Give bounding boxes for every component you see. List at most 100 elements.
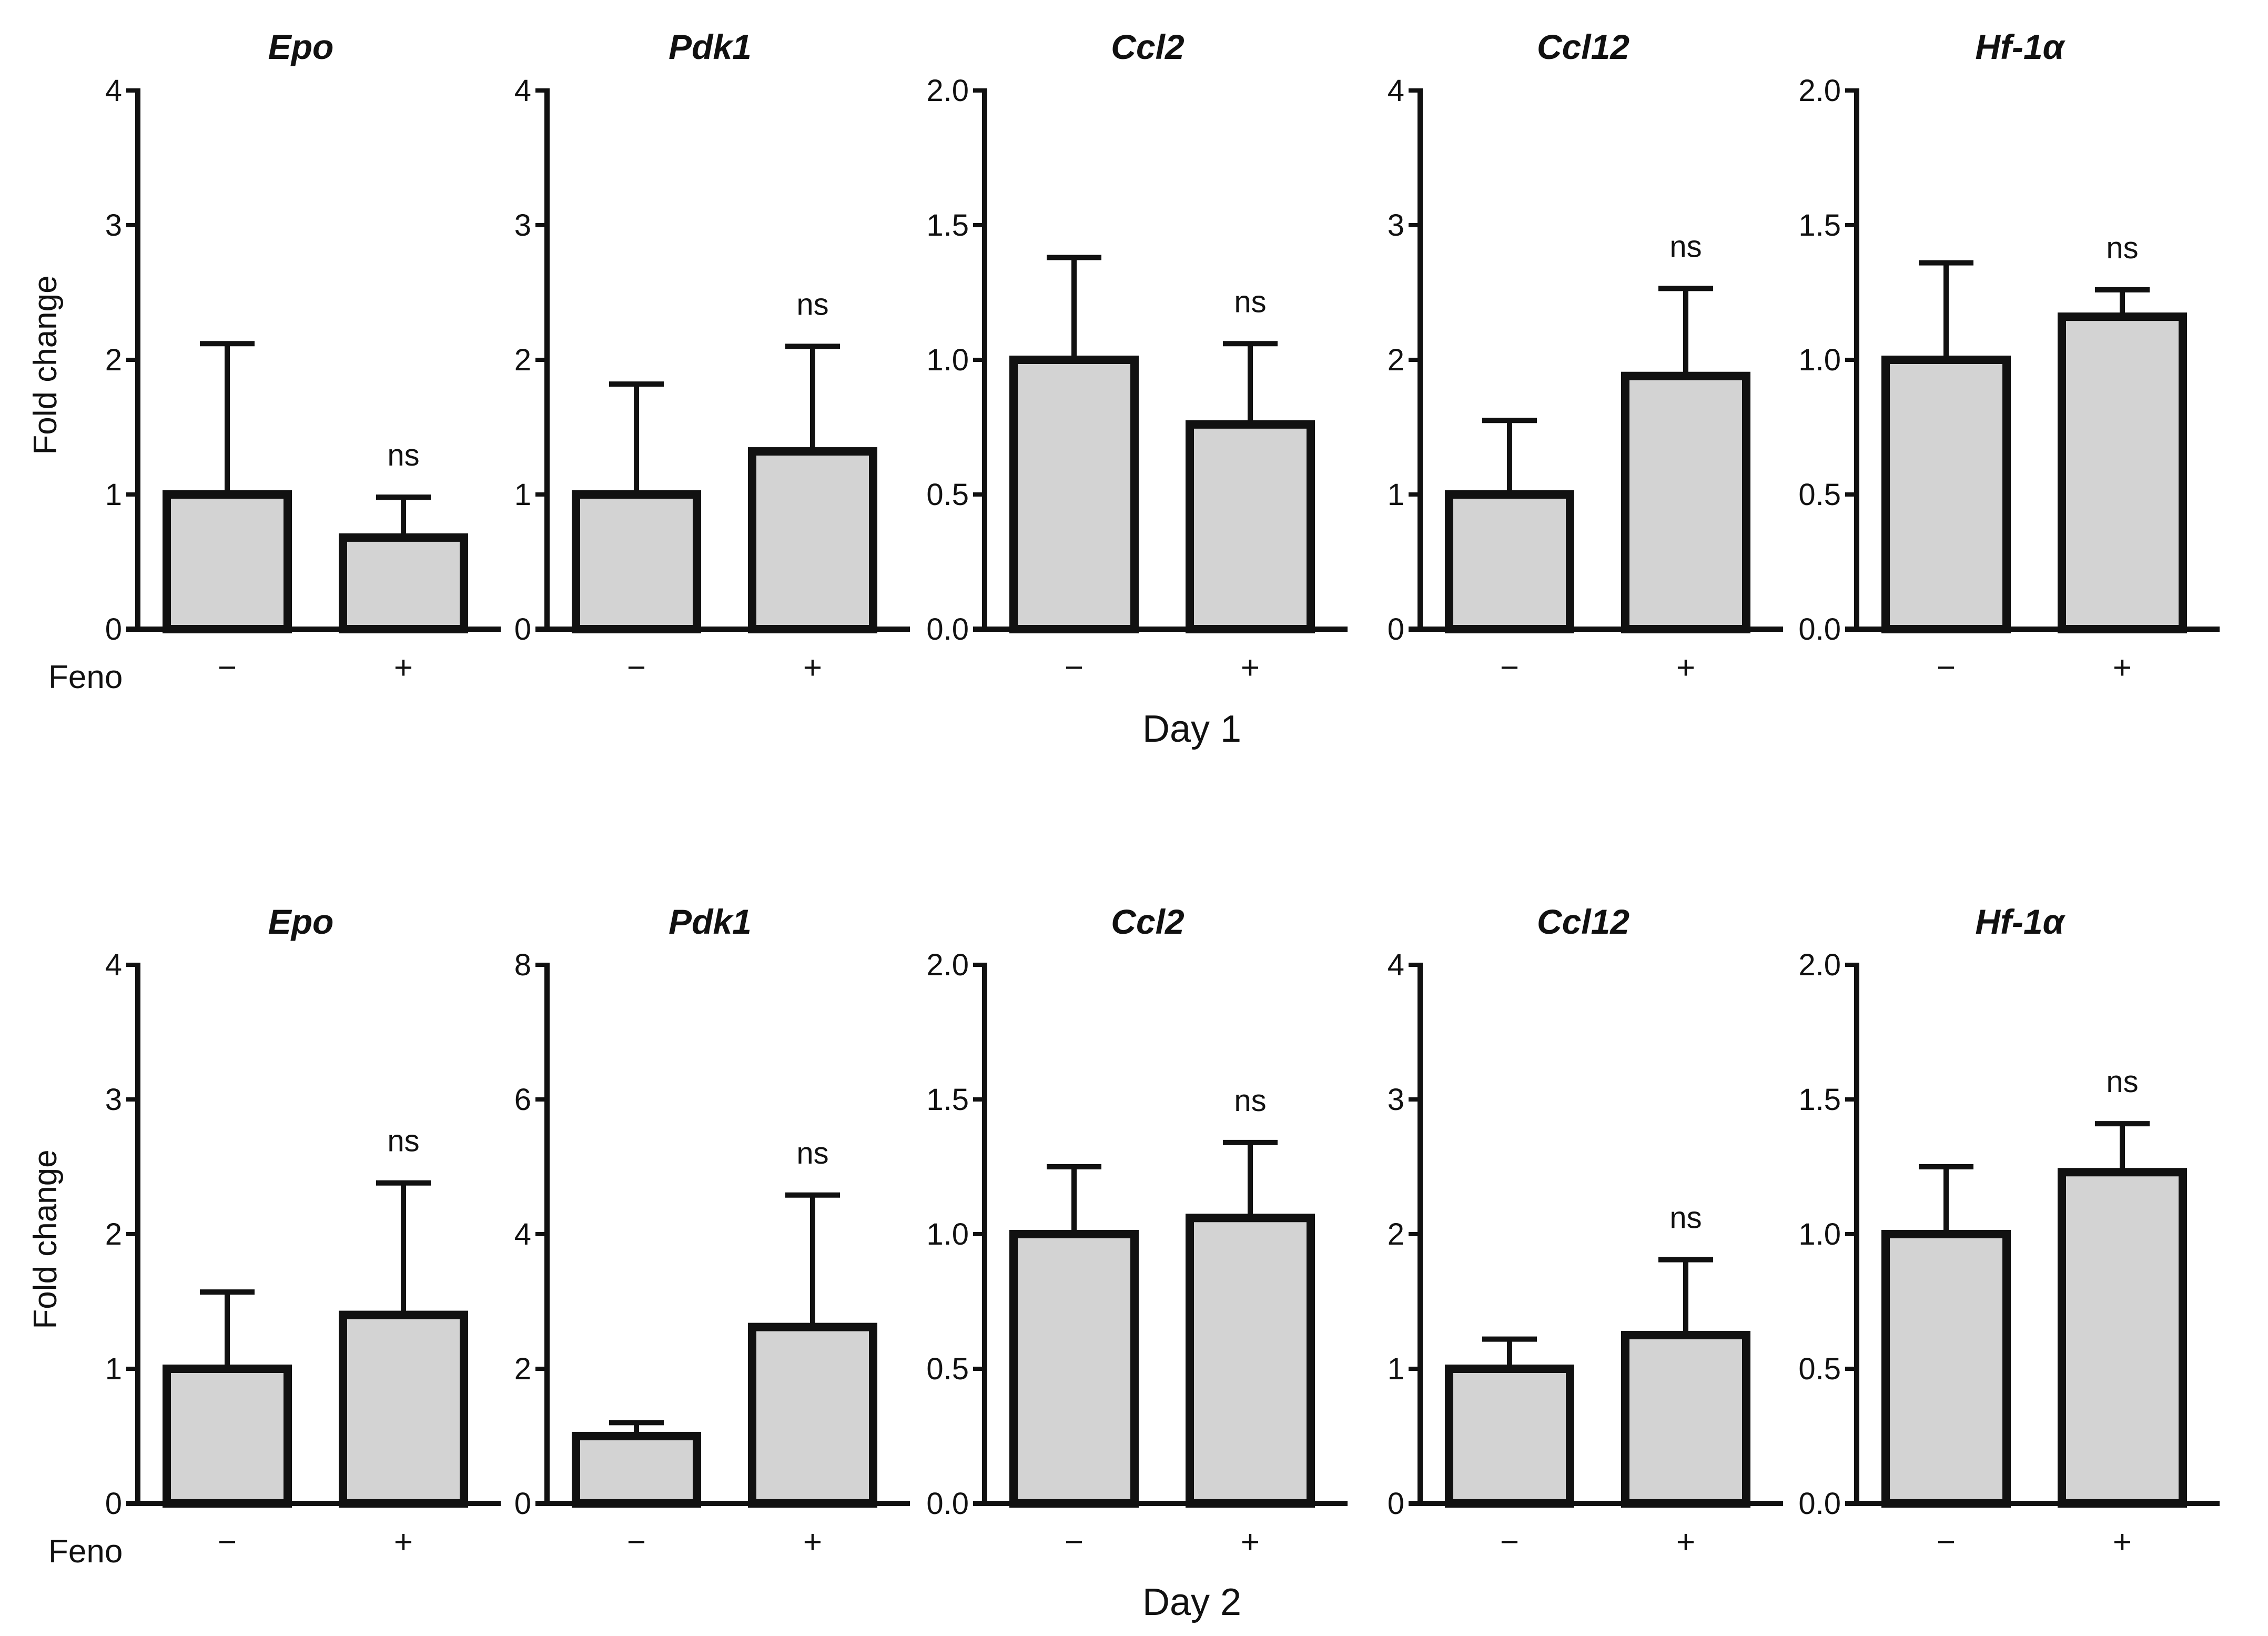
panel-title: Epo (268, 902, 334, 941)
panel-title: Hf-1α (1975, 902, 2066, 941)
y-tick-label: 1.5 (926, 208, 969, 243)
x-category-label: − (627, 1524, 646, 1560)
bar-plus (1186, 1214, 1315, 1508)
y-tick-label: 1 (105, 478, 122, 512)
y-tick-label: 0 (514, 612, 531, 647)
x-category-label: + (803, 1524, 822, 1560)
y-tick-label: 1.0 (926, 343, 969, 377)
y-tick-label: 1.5 (1798, 208, 1841, 243)
bar-minus (572, 490, 701, 633)
y-tick-label: 4 (514, 74, 531, 108)
panel-day-1-pdk1: Pdk1 0 1 2 3 4 − + ns (514, 27, 910, 686)
significance-label: ns (1669, 1201, 1702, 1235)
panel-title: Pdk1 (669, 27, 752, 66)
y-tick-label: 1.5 (1798, 1083, 1841, 1117)
y-tick-label: 4 (105, 74, 122, 108)
bar-minus (1009, 1230, 1139, 1508)
y-tick-label: 1 (1388, 478, 1404, 512)
y-tick-label: 0.0 (1798, 1487, 1841, 1521)
significance-label: ns (387, 438, 419, 472)
y-tick-label: 2 (105, 1217, 122, 1251)
bar-plus (1621, 1331, 1750, 1508)
y-tick-label: 2.0 (1798, 74, 1841, 108)
treatment-label: Feno (48, 659, 123, 695)
y-axis-label: Fold change (27, 275, 64, 455)
bar-minus (572, 1432, 701, 1508)
y-tick-label: 0 (105, 612, 122, 647)
panel-day-1-hf-1-: Hf-1α 0.0 0.5 1.0 1.5 2.0 − + ns (1798, 27, 2220, 686)
bar-minus (1445, 1365, 1574, 1508)
y-tick-label: 2 (514, 343, 531, 377)
y-tick-label: 0.5 (926, 1352, 969, 1386)
x-category-label: − (218, 1524, 237, 1560)
y-tick-label: 4 (105, 948, 122, 982)
y-tick-label: 0 (105, 1487, 122, 1521)
x-category-label: + (1676, 1524, 1695, 1560)
x-category-label: + (2113, 1524, 2132, 1560)
x-category-label: − (1065, 1524, 1084, 1560)
x-category-label: − (1065, 650, 1084, 686)
x-category-label: + (1241, 1524, 1260, 1560)
significance-label: ns (1669, 229, 1702, 264)
x-category-label: − (1937, 650, 1956, 686)
x-category-label: − (218, 650, 237, 686)
panel-day-2-ccl2: Ccl2 0.0 0.5 1.0 1.5 2.0 − + ns (926, 902, 1348, 1560)
y-tick-label: 2 (1388, 1217, 1404, 1251)
significance-label: ns (796, 287, 828, 321)
y-tick-label: 3 (105, 208, 122, 243)
x-category-label: − (1500, 1524, 1519, 1560)
panel-title: Hf-1α (1975, 27, 2066, 66)
bar-minus (1445, 490, 1574, 633)
panel-day-1-ccl2: Ccl2 0.0 0.5 1.0 1.5 2.0 − + ns (926, 27, 1348, 686)
bar-plus (2058, 1168, 2187, 1508)
y-tick-label: 6 (514, 1083, 531, 1117)
bar-plus (1186, 420, 1315, 633)
y-tick-label: 3 (1388, 1083, 1404, 1117)
x-category-label: + (394, 650, 413, 686)
bar-plus (2058, 312, 2187, 633)
y-tick-label: 1.0 (1798, 343, 1841, 377)
panel-title: Pdk1 (669, 902, 752, 941)
x-category-label: + (2113, 650, 2132, 686)
significance-label: ns (2106, 231, 2138, 265)
y-tick-label: 0 (1388, 612, 1404, 647)
bar-minus (163, 490, 292, 633)
y-tick-label: 0 (514, 1487, 531, 1521)
y-tick-label: 0.5 (1798, 478, 1841, 512)
y-tick-label: 4 (514, 1217, 531, 1251)
bar-minus (1009, 356, 1139, 633)
bar-plus (748, 447, 877, 634)
y-tick-label: 2.0 (1798, 948, 1841, 982)
y-axis-label: Fold change (27, 1149, 64, 1329)
y-tick-label: 1.0 (926, 1217, 969, 1251)
y-tick-label: 0.0 (926, 1487, 969, 1521)
y-tick-label: 2.0 (926, 948, 969, 982)
y-tick-label: 3 (1388, 208, 1404, 243)
row-label-day-2: Day 2 (1142, 1581, 1241, 1623)
bar-minus (1881, 356, 2011, 633)
panel-day-2-epo: Epo 0 1 2 3 4 Fold change Feno − + ns (27, 902, 501, 1570)
y-tick-label: 0.0 (1798, 612, 1841, 647)
y-tick-label: 8 (514, 948, 531, 982)
y-tick-label: 1 (514, 478, 531, 512)
y-tick-label: 0.5 (926, 478, 969, 512)
x-category-label: + (1241, 650, 1260, 686)
y-tick-label: 2 (514, 1352, 531, 1386)
bar-plus (339, 1310, 468, 1508)
bar-plus (1621, 371, 1750, 633)
y-tick-label: 0.5 (1798, 1352, 1841, 1386)
x-category-label: − (1500, 650, 1519, 686)
y-tick-label: 3 (514, 208, 531, 243)
x-category-label: + (803, 650, 822, 686)
panel-day-2-hf-1-: Hf-1α 0.0 0.5 1.0 1.5 2.0 − + ns (1798, 902, 2220, 1560)
treatment-label: Feno (48, 1533, 123, 1570)
significance-label: ns (1234, 285, 1266, 319)
y-tick-label: 4 (1388, 74, 1404, 108)
panel-day-1-ccl12: Ccl12 0 1 2 3 4 − + ns (1388, 27, 1783, 686)
bar-minus (1881, 1230, 2011, 1508)
significance-label: ns (2106, 1065, 2138, 1099)
panel-title: Epo (268, 27, 334, 66)
x-category-label: − (1937, 1524, 1956, 1560)
panel-day-2-pdk1: Pdk1 0 2 4 6 8 − + ns (514, 902, 910, 1560)
